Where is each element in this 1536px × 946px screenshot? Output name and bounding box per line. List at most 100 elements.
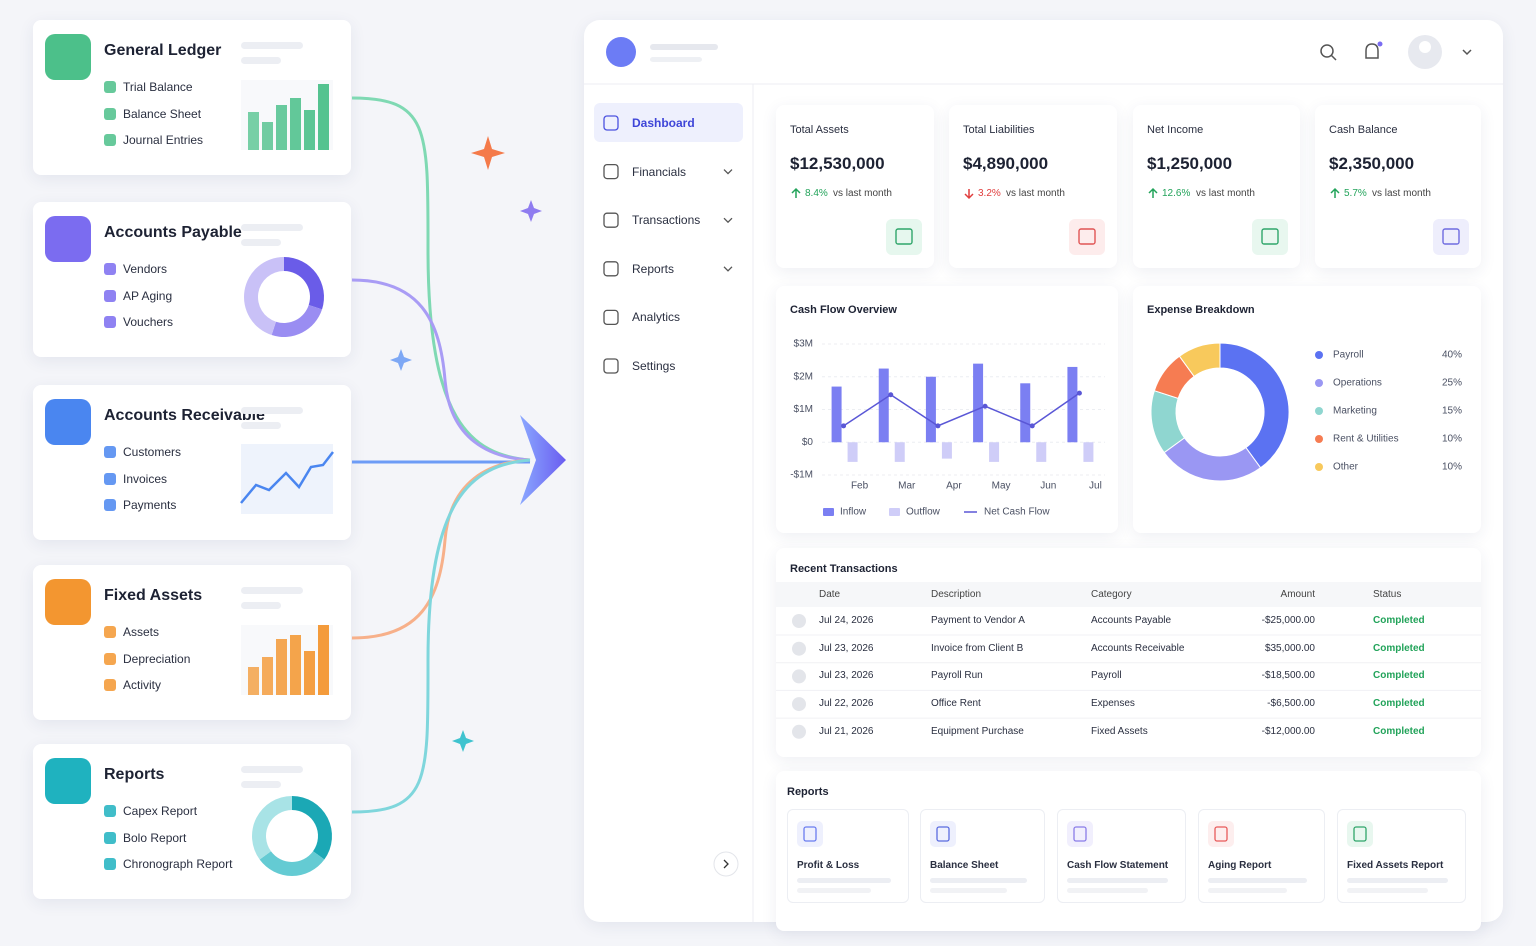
table-cell: Payment to Vendor A: [931, 615, 1025, 626]
module-item: Vendors: [123, 262, 168, 276]
kpi-icon: [1433, 219, 1469, 255]
table-cell: Accounts Receivable: [1091, 642, 1185, 654]
legend-swatch: [823, 508, 834, 516]
y-tick-label: $1M: [794, 404, 813, 415]
kpi-value: $1,250,000: [1147, 154, 1233, 173]
kpi-label: Total Liabilities: [963, 124, 1035, 136]
placeholder: [797, 878, 891, 883]
connectors: [351, 96, 531, 814]
kpi-value: $12,530,000: [790, 154, 885, 173]
report-glyph: [936, 826, 950, 842]
mini-bar: [304, 110, 315, 150]
card: [1133, 286, 1481, 533]
placeholder: [650, 57, 702, 62]
checkbox: [104, 831, 116, 844]
table-cell: Completed: [1373, 615, 1425, 626]
report-label: Profit & Loss: [797, 860, 860, 871]
checkbox: [104, 316, 116, 328]
legend-label: Other: [1333, 462, 1359, 473]
row-avatar: [792, 697, 806, 712]
row-avatar: [792, 641, 806, 656]
placeholder: [241, 57, 281, 64]
net-point: [982, 403, 988, 409]
flow-arrow: [520, 415, 566, 505]
placeholder: [241, 239, 281, 246]
module-title: Accounts Payable: [104, 224, 242, 241]
module-title: Reports: [104, 766, 165, 783]
kpi-glyph: [1078, 228, 1096, 245]
placeholder: [241, 587, 303, 594]
mini-bar: [290, 98, 301, 150]
legend-label: Payroll: [1333, 350, 1364, 361]
mini-bar: [248, 112, 259, 150]
bar: [894, 442, 905, 462]
trend-arrow: [964, 189, 974, 200]
placeholder: [797, 888, 871, 893]
kpi-change: 3.2%: [978, 188, 1001, 199]
placeholder: [241, 602, 281, 609]
row-avatar: [792, 669, 806, 684]
placeholder: [930, 878, 1027, 883]
report-glyph: [803, 826, 817, 842]
table-title: Recent Transactions: [790, 563, 898, 575]
x-tick-label: Apr: [946, 481, 962, 492]
placeholder: [241, 781, 281, 788]
module-item: Vouchers: [123, 315, 174, 329]
nav-icon: [603, 115, 619, 131]
trend-arrow: [791, 187, 801, 198]
column-header: Amount: [1280, 589, 1315, 600]
legend-label: Marketing: [1333, 406, 1377, 417]
mini-donut: [271, 305, 323, 337]
legend-label: Net Cash Flow: [984, 507, 1050, 518]
table-cell: Equipment Purchase: [931, 725, 1024, 737]
bell-icon: [1365, 43, 1379, 59]
nav-label: Financials: [632, 164, 687, 179]
mini-bar: [318, 84, 329, 150]
module-title: Accounts Receivable: [104, 407, 265, 424]
bar: [941, 442, 952, 459]
connector: [351, 278, 531, 462]
placeholder: [241, 42, 303, 49]
checkbox: [104, 858, 116, 870]
bar: [925, 376, 936, 443]
table-cell: Accounts Payable: [1091, 615, 1172, 626]
table-cell: Completed: [1373, 698, 1425, 710]
bar: [1067, 366, 1078, 443]
x-tick-label: Mar: [898, 481, 916, 492]
column-header: Category: [1091, 589, 1132, 600]
kpi-note: vs last month: [833, 188, 892, 199]
placeholder: [241, 224, 303, 231]
checkbox: [104, 472, 116, 485]
chevron: [723, 859, 729, 869]
legend-label: Inflow: [840, 507, 867, 518]
module-item: Assets: [123, 625, 160, 639]
column-header: Date: [819, 589, 841, 600]
search-icon: [1320, 44, 1334, 58]
logo: [606, 37, 636, 67]
kpi-note: vs last month: [1196, 188, 1255, 199]
mini-donut: [284, 257, 324, 310]
net-point: [935, 423, 941, 429]
row-avatar: [792, 724, 806, 739]
module-title: Fixed Assets: [104, 587, 203, 604]
chevron: [723, 169, 733, 175]
table-cell: -$6,500.00: [1267, 698, 1315, 710]
module-icon: [45, 758, 91, 804]
module-item: Customers: [123, 445, 182, 459]
sparkle: [471, 136, 505, 170]
checkbox: [104, 805, 116, 817]
legend-label: Rent & Utilities: [1333, 434, 1399, 445]
column-header: Description: [931, 589, 982, 600]
legend-dot: [1315, 407, 1323, 415]
kpi-icon: [886, 219, 922, 255]
table-cell: Jul 23, 2026: [819, 670, 874, 682]
legend-label: Outflow: [906, 507, 941, 518]
checkbox: [104, 289, 116, 302]
module-item: Depreciation: [123, 651, 191, 666]
kpi-change: 8.4%: [805, 188, 828, 199]
report-label: Cash Flow Statement: [1067, 860, 1169, 871]
table-cell: Completed: [1373, 642, 1425, 654]
nav-icon: [603, 309, 619, 326]
mini-line: [240, 451, 334, 504]
